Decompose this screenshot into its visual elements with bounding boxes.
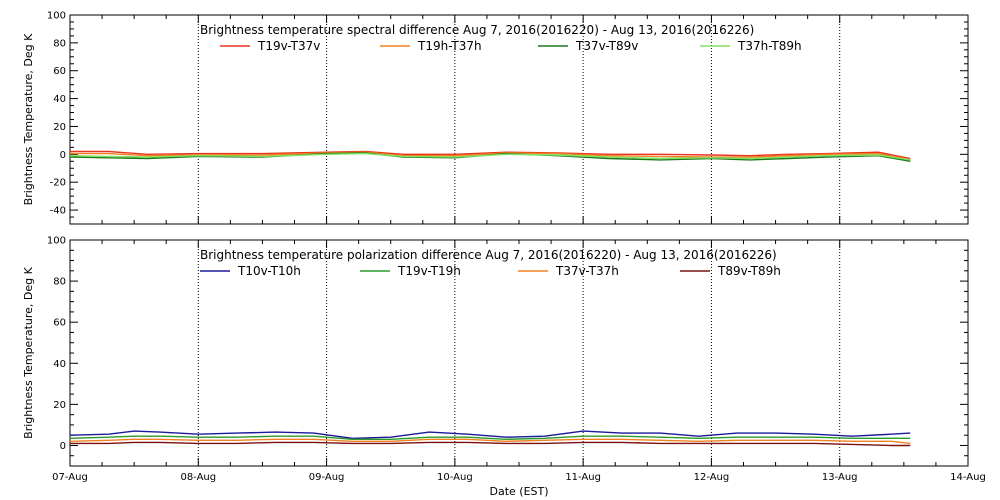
- plot-frame: [69, 14, 969, 225]
- legend-label: T19v-T19h: [397, 264, 461, 278]
- series-line-t10v-t10h: [69, 430, 911, 439]
- x-tick-label: 11-Aug: [565, 472, 601, 483]
- y-tick-label: -40: [50, 206, 66, 217]
- y-tick-label: -20: [50, 178, 66, 189]
- legend-label: T10v-T10h: [237, 264, 301, 278]
- plot-frame: [69, 239, 969, 467]
- x-tick-label: 14-Aug: [950, 472, 986, 483]
- y-tick-label: 80: [53, 38, 66, 49]
- series-line-t37h-t89h: [69, 152, 911, 161]
- x-tick-label: 09-Aug: [309, 472, 345, 483]
- y-tick-label: 0: [60, 441, 66, 452]
- series-line-t37v-t37h: [69, 438, 911, 445]
- chart-title: Brightness temperature polarization diff…: [200, 248, 777, 262]
- legend-label: T19v-T37v: [257, 39, 320, 53]
- series-line-t19h-t37h: [70, 151, 911, 161]
- polarization-difference-panel: 07-Aug 08-Aug 09-Aug 10-Aug 11-Aug 12-Aug 13-A…: [22, 236, 986, 484]
- y-tick-label: 100: [47, 11, 66, 22]
- y-tick-label: 80: [53, 277, 66, 288]
- y-tick-label: 60: [53, 66, 66, 77]
- x-tick-label: 07-Aug: [52, 472, 88, 483]
- x-tick-label: 10-Aug: [437, 472, 473, 483]
- y-tick-label: 20: [53, 400, 66, 411]
- series-line-t19v-t37v: [70, 150, 911, 160]
- spectral-difference-panel: -40 -20 0 20 40 60 80 100 Brightness Temperature…: [22, 11, 969, 225]
- series-line-t89v-t89h: [70, 441, 911, 447]
- legend-label: T37v-T37h: [555, 264, 619, 278]
- x-tick-label: 13-Aug: [822, 472, 858, 483]
- y-tick-label: 60: [53, 318, 66, 329]
- y-tick-label: 40: [53, 94, 66, 105]
- y-axis-title: Brightness Temperature, Deg K: [22, 266, 35, 438]
- series-line-t19v-t19h: [69, 435, 911, 440]
- legend-label: T37h-T89h: [737, 39, 802, 53]
- y-tick-label: 100: [47, 236, 66, 247]
- x-tick-label: 08-Aug: [180, 472, 216, 483]
- x-tick-label: 12-Aug: [694, 472, 730, 483]
- chart-title: Brightness temperature spectral differen…: [200, 23, 754, 37]
- y-tick-label: 0: [60, 150, 66, 161]
- y-axis-title: Brightness Temperature, Deg K: [22, 33, 35, 205]
- y-tick-label: 40: [53, 359, 66, 370]
- legend-label: T19h-T37h: [417, 39, 482, 53]
- y-tick-label: 20: [53, 122, 66, 133]
- legend-label: T89v-T89h: [717, 264, 781, 278]
- legend-label: T37v-T89v: [575, 39, 638, 53]
- x-axis-title: Date (EST): [489, 485, 548, 498]
